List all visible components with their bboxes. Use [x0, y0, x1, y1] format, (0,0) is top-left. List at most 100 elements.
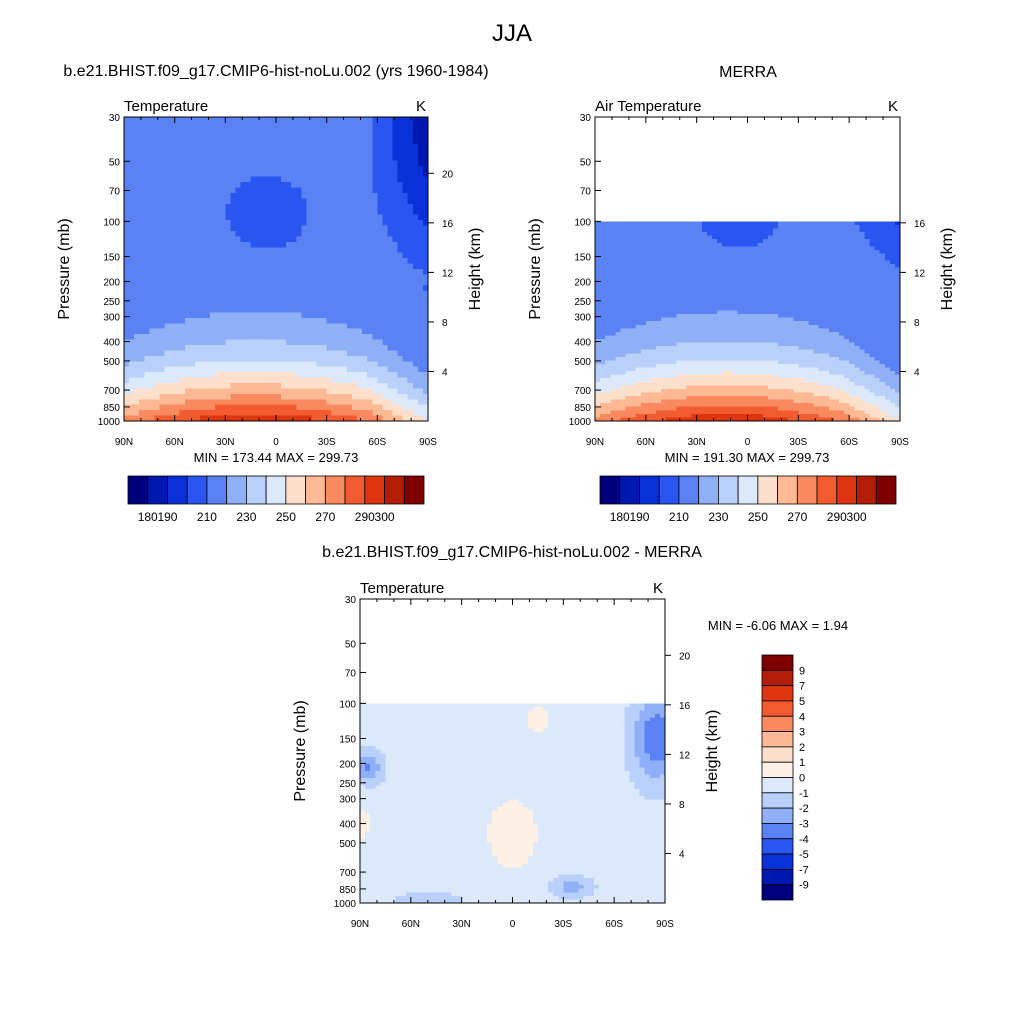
colorbar-box — [761, 669, 794, 687]
colorbar-box — [167, 475, 188, 505]
colorbar-box — [364, 475, 385, 505]
colorbar-label: 250 — [276, 510, 296, 524]
subtitle-left: Temperature — [360, 580, 444, 597]
panel-model: Temperature K3050701001502002503004005007… — [56, 98, 484, 524]
y-tick-label: 30 — [345, 595, 357, 606]
colorbar-label: 210 — [669, 510, 689, 524]
y-tick-label: 150 — [103, 253, 120, 264]
colorbar-box — [305, 475, 326, 505]
panel-obs-title: MERRA — [719, 64, 777, 81]
subtitle-units: K — [653, 580, 663, 597]
y-tick-label: 400 — [339, 820, 356, 831]
height-axis-label: Height (km) — [939, 228, 956, 311]
colorbar-box — [127, 475, 149, 505]
x-tick-label: 90S — [891, 437, 909, 448]
colorbar-label: 270 — [787, 510, 807, 524]
x-tick-label: 60N — [402, 919, 420, 930]
colorbar-label: 250 — [748, 510, 768, 524]
colorbar-box — [147, 475, 168, 505]
y-tick-label: 700 — [574, 386, 591, 397]
y-tick-label: 700 — [103, 386, 120, 397]
y-tick-label: 700 — [339, 868, 356, 879]
subtitle-units: K — [888, 98, 898, 115]
x-tick-label: 90N — [115, 437, 133, 448]
y-tick-label: 70 — [345, 668, 357, 679]
y-tick-label: 1000 — [334, 899, 357, 910]
x-tick-label: 90N — [351, 919, 369, 930]
y-tick-label: 150 — [574, 253, 591, 264]
y-tick-label: 250 — [574, 297, 591, 308]
colorbar-box — [761, 777, 794, 794]
x-tick-label: 30N — [687, 437, 705, 448]
x-tick-label: 30S — [789, 437, 807, 448]
height-tick-label: 4 — [679, 849, 685, 860]
subtitle-units: K — [416, 98, 426, 115]
heatmap-cells — [360, 703, 665, 903]
colorbar-label: 290 — [827, 510, 847, 524]
height-tick-label: 20 — [442, 169, 454, 180]
colorbar-box — [344, 475, 366, 505]
colorbar-box — [761, 838, 794, 855]
colorbar-label: 0 — [799, 773, 805, 785]
colorbar-label: -2 — [799, 803, 809, 815]
colorbar-label: 300 — [375, 510, 395, 524]
y-tick-label: 50 — [109, 157, 121, 168]
y-tick-label: 1000 — [98, 417, 121, 428]
height-tick-label: 8 — [442, 318, 448, 329]
y-tick-label: 100 — [339, 699, 356, 710]
height-tick-label: 4 — [442, 367, 448, 378]
colorbar-box — [836, 475, 857, 505]
y-tick-label: 150 — [339, 735, 356, 746]
x-tick-label: 60S — [368, 437, 386, 448]
heatmap-cells — [595, 221, 900, 421]
y-tick-label: 300 — [574, 313, 591, 324]
y-tick-label: 400 — [103, 338, 120, 349]
y-tick-label: 200 — [103, 277, 120, 288]
colorbar-box — [761, 868, 794, 886]
x-tick-label: 90N — [586, 437, 604, 448]
colorbar-label: 230 — [708, 510, 728, 524]
colorbar: 9 7 5 4 3 2 1 0 -1 -2 -3 -4 -5 -7 -9 — [761, 654, 809, 901]
y-tick-label: 200 — [574, 277, 591, 288]
y-tick-label: 300 — [339, 795, 356, 806]
y-tick-label: 300 — [103, 313, 120, 324]
colorbar-box — [206, 475, 228, 505]
colorbar-box — [761, 823, 794, 840]
colorbar-box — [761, 654, 794, 671]
y-tick-label: 70 — [109, 186, 121, 197]
colorbar-box — [678, 475, 700, 505]
y-tick-label: 400 — [574, 338, 591, 349]
y-tick-label: 30 — [580, 113, 592, 124]
colorbar-box — [856, 475, 877, 505]
y-tick-label: 850 — [103, 403, 120, 414]
colorbar-label: 9 — [799, 665, 805, 677]
x-tick-label: 90S — [656, 919, 674, 930]
y-tick-label: 70 — [580, 186, 592, 197]
height-tick-label: 8 — [914, 318, 920, 329]
x-tick-label: 30N — [216, 437, 234, 448]
colorbar-label: 210 — [197, 510, 217, 524]
min-max-label: MIN = 173.44 MAX = 299.73 — [194, 450, 359, 465]
colorbar-box — [324, 475, 346, 505]
colorbar-label: -5 — [799, 849, 809, 861]
x-tick-label: 60S — [605, 919, 623, 930]
colorbar-box — [761, 884, 794, 901]
colorbar-box — [757, 475, 778, 505]
colorbar-label: -9 — [799, 880, 809, 892]
colorbar-box — [245, 475, 267, 505]
y-axis-label: Pressure (mb) — [292, 700, 309, 801]
height-tick-label: 16 — [442, 219, 454, 230]
colorbar-label: 2 — [799, 742, 805, 754]
height-axis-label: Height (km) — [467, 228, 484, 311]
figure-title: JJA — [491, 20, 532, 47]
colorbar-label: 3 — [799, 727, 805, 739]
x-tick-label: 0 — [510, 919, 516, 930]
colorbar-box — [761, 746, 794, 763]
height-tick-label: 16 — [914, 219, 926, 230]
min-max-label: MIN = 191.30 MAX = 299.73 — [665, 450, 830, 465]
y-tick-label: 200 — [339, 759, 356, 770]
colorbar-label: 180 — [610, 510, 630, 524]
height-axis-label: Height (km) — [704, 710, 721, 793]
y-tick-label: 50 — [580, 157, 592, 168]
